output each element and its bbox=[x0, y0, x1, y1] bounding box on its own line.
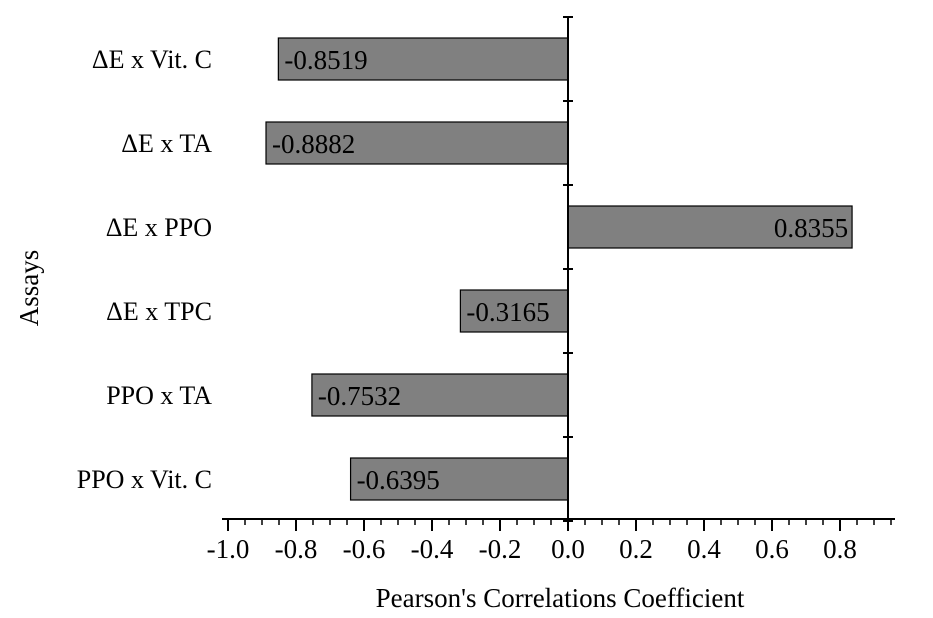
category-label-4: PPO x TA bbox=[106, 381, 212, 410]
bar-1 bbox=[265, 121, 569, 165]
x-tick-label-6: 0.2 bbox=[619, 534, 653, 564]
data-label-1: -0.8882 bbox=[272, 129, 355, 159]
x-tick-label-1: -0.8 bbox=[275, 534, 318, 564]
y-axis-title: Assays bbox=[14, 250, 44, 327]
x-tick-label-2: -0.6 bbox=[343, 534, 386, 564]
x-tick-label-7: 0.4 bbox=[687, 534, 721, 564]
x-tick-label-4: -0.2 bbox=[479, 534, 522, 564]
category-label-5: PPO x Vit. C bbox=[77, 465, 212, 494]
labels-group: -0.8519 ΔE x Vit. C -0.8882 ΔE x TA 0.8355 ΔE… bbox=[77, 45, 857, 564]
x-tick-label-5: 0.0 bbox=[551, 534, 585, 564]
data-label-3: -0.3165 bbox=[466, 297, 549, 327]
x-axis-title: Pearson's Correlations Coefficient bbox=[376, 583, 745, 613]
bars-group bbox=[265, 37, 853, 501]
category-label-3: ΔE x TPC bbox=[106, 297, 212, 326]
axes-group bbox=[222, 16, 895, 531]
category-label-2: ΔE x PPO bbox=[106, 213, 212, 242]
data-label-4: -0.7532 bbox=[318, 381, 401, 411]
data-label-0: -0.8519 bbox=[284, 45, 367, 75]
data-label-5: -0.6395 bbox=[357, 465, 440, 495]
x-tick-label-8: 0.6 bbox=[755, 534, 789, 564]
x-tick-label-9: 0.8 bbox=[823, 534, 857, 564]
x-tick-label-3: -0.4 bbox=[411, 534, 454, 564]
x-tick-label-0: -1.0 bbox=[207, 534, 250, 564]
category-label-0: ΔE x Vit. C bbox=[92, 45, 212, 74]
category-label-1: ΔE x TA bbox=[121, 129, 212, 158]
data-label-2: 0.8355 bbox=[774, 213, 848, 243]
bar-0 bbox=[277, 37, 569, 81]
bar-5 bbox=[349, 457, 569, 501]
bar-2 bbox=[567, 205, 853, 249]
bar-4 bbox=[311, 373, 569, 417]
